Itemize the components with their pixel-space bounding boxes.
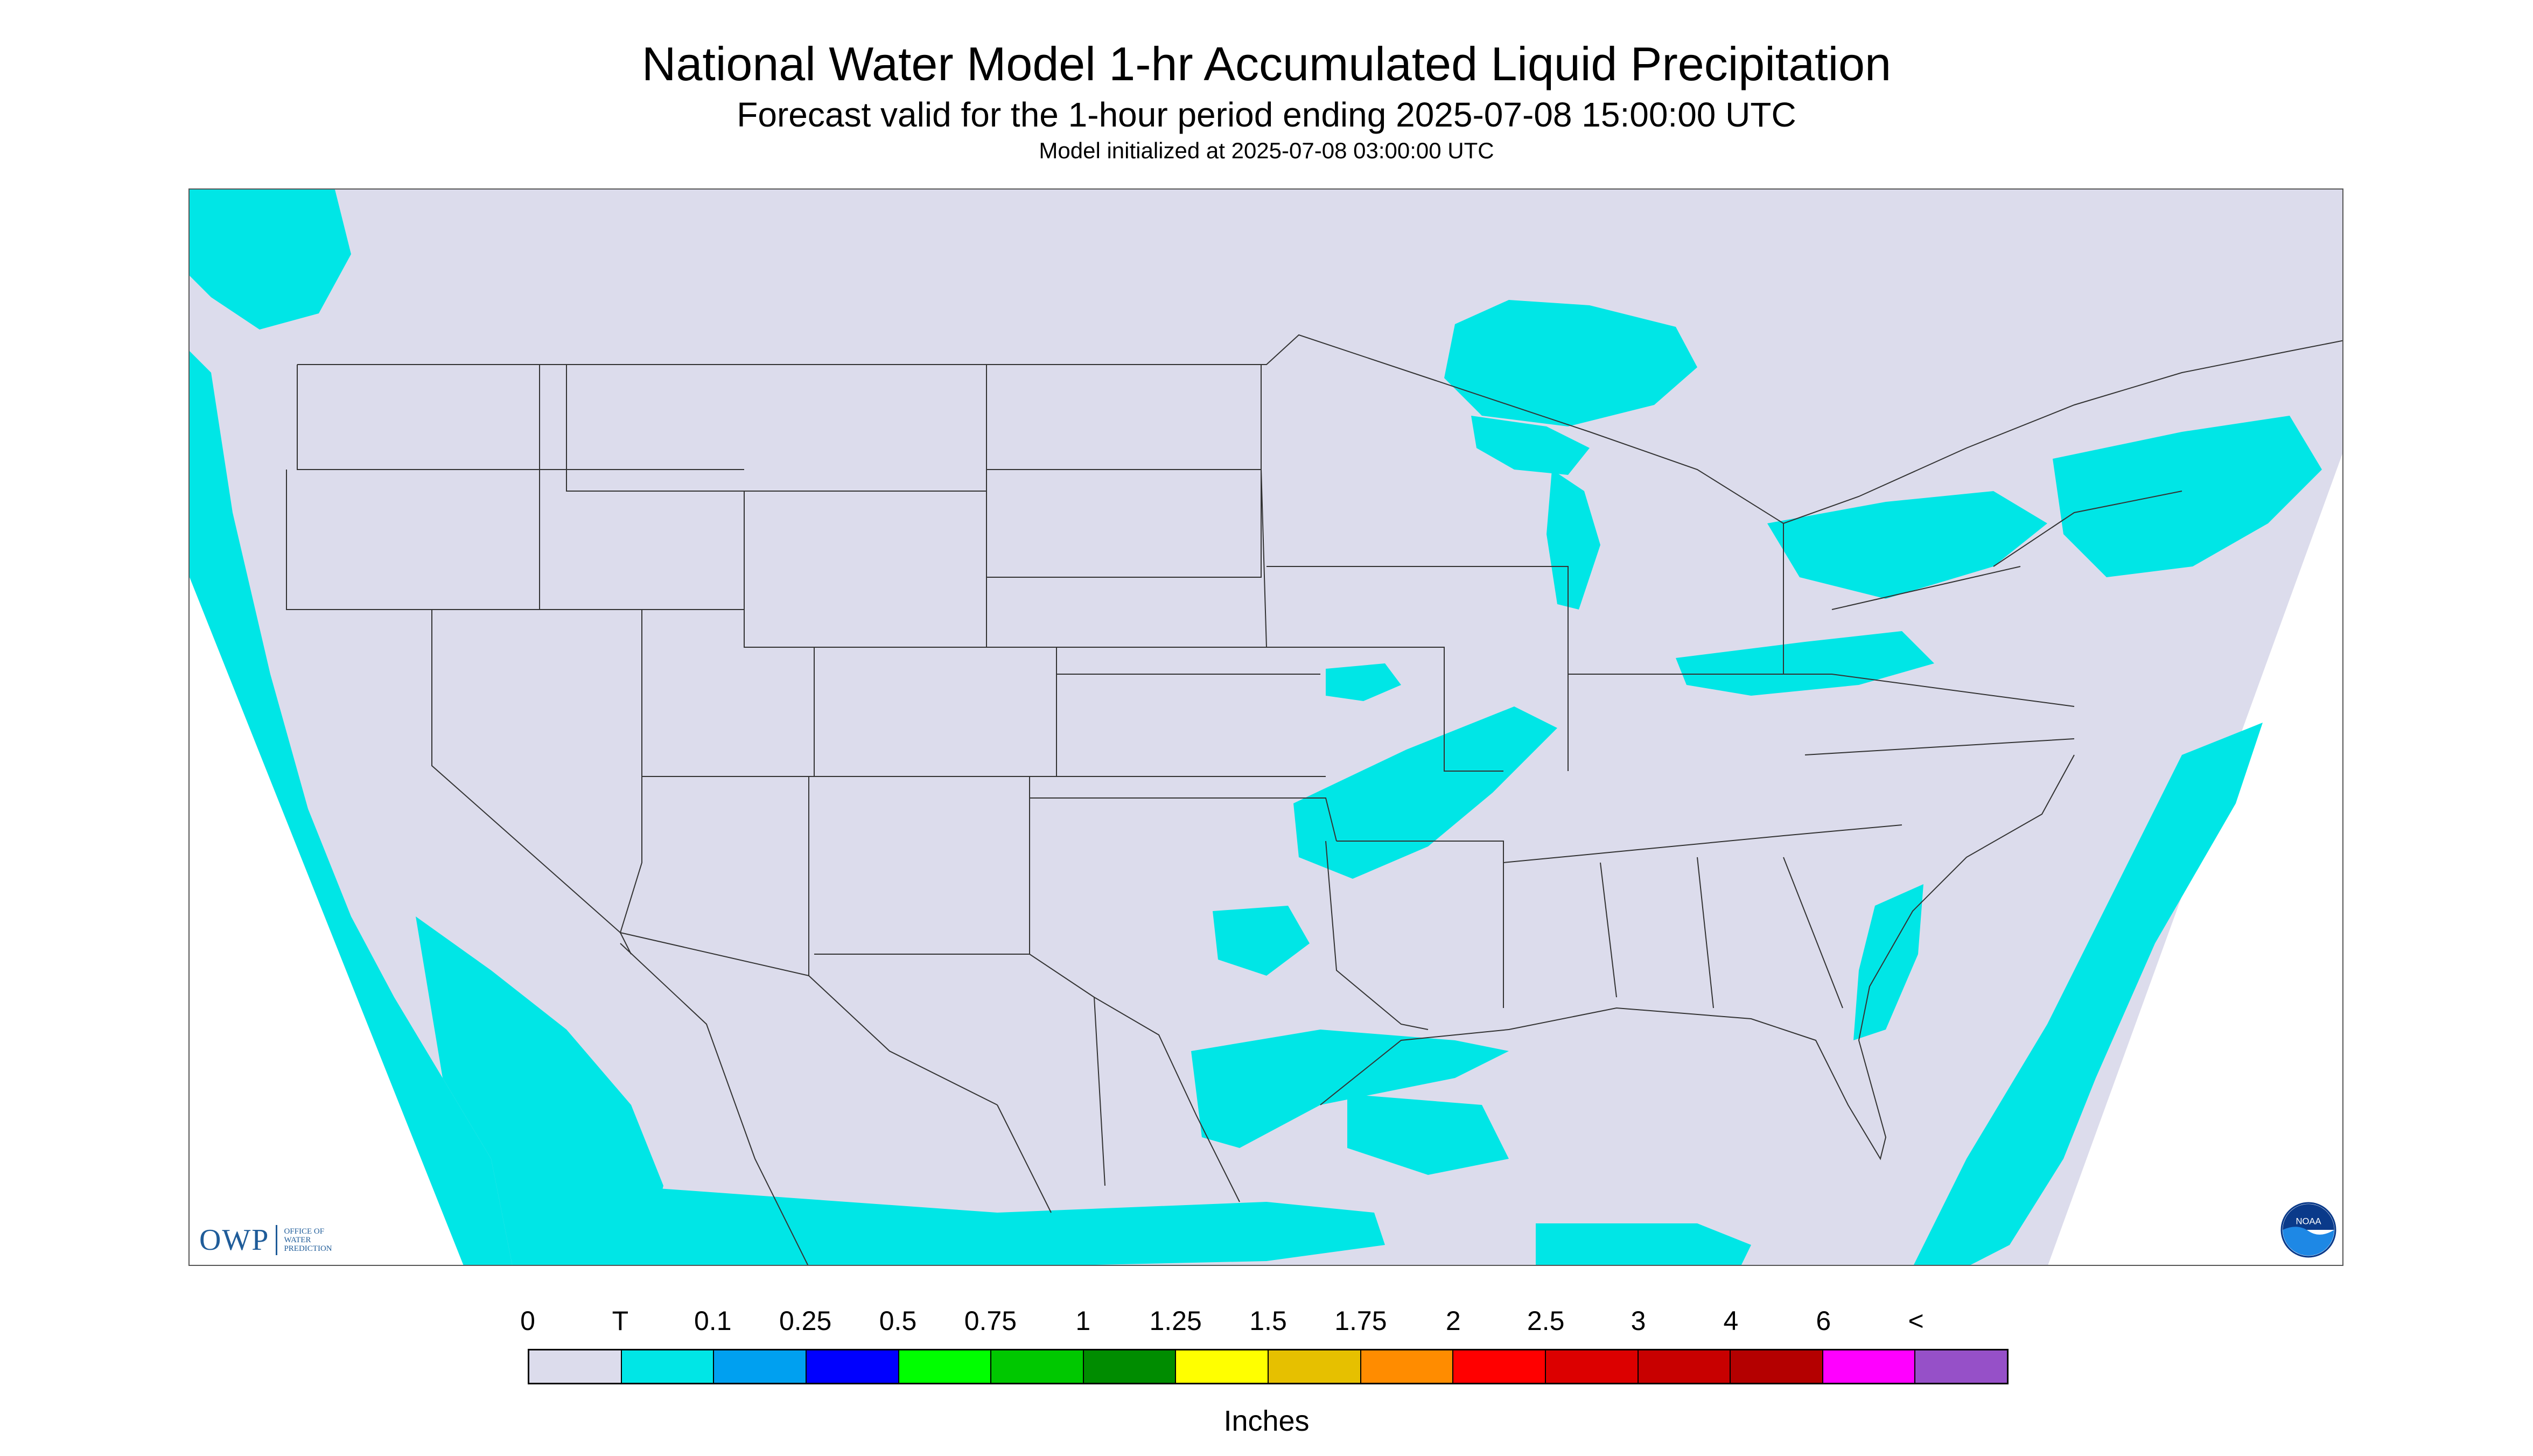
- legend-swatch: [1915, 1350, 2007, 1383]
- east-coast-borders: [1568, 491, 2182, 755]
- owp-logo: OWP OFFICE OF WATER PREDICTION: [199, 1221, 332, 1259]
- legend-label: 1.5: [1249, 1306, 1287, 1336]
- legend-swatch: [991, 1350, 1084, 1383]
- arizona-border: [619, 776, 809, 977]
- legend-swatch: [1545, 1350, 1639, 1383]
- owp-logo-divider: [276, 1225, 278, 1255]
- precip-caribbean: [1536, 1223, 1751, 1265]
- precip-new-england: [2053, 416, 2322, 577]
- legend-label: T: [612, 1306, 629, 1336]
- legend-color-bar: [528, 1349, 2009, 1384]
- precip-upper-midwest: [1471, 416, 1590, 475]
- precip-central-texas: [1213, 906, 1310, 976]
- gulf-coastline: [1320, 754, 2075, 1160]
- midwest-borders: [1261, 469, 1569, 772]
- legend-swatch: [1361, 1350, 1454, 1383]
- legend-swatch: [621, 1350, 715, 1383]
- precip-texas-gulf: [1191, 1030, 1509, 1148]
- legend-label: 0.5: [879, 1306, 917, 1336]
- map-subtitle: Forecast valid for the 1-hour period end…: [737, 95, 1796, 134]
- legend-label: 4: [1723, 1306, 1739, 1336]
- legend-label: 0.75: [964, 1306, 1017, 1336]
- legend-swatch: [529, 1350, 622, 1383]
- legend-label: 1.25: [1149, 1306, 1202, 1336]
- map-canvas: [190, 190, 2342, 1265]
- legend-label: 6: [1816, 1306, 1831, 1336]
- idaho-border: [539, 365, 744, 610]
- precip-mexico-coast: [620, 1186, 1385, 1265]
- legend-units: Inches: [1223, 1405, 1310, 1437]
- precip-baja-offshore: [416, 916, 663, 1265]
- precip-pacific-coast: [190, 351, 513, 1265]
- legend-swatch: [1083, 1350, 1177, 1383]
- mexico-interior-borders: [620, 943, 1105, 1265]
- owp-logo-subtitle: OFFICE OF WATER PREDICTION: [284, 1227, 332, 1253]
- legend-label: 1.75: [1334, 1306, 1387, 1336]
- nebraska-kansas-border: [986, 647, 1326, 777]
- precip-ozarks-band: [1293, 706, 1557, 879]
- legend-swatch: [1638, 1350, 1731, 1383]
- legend-swatch: [1453, 1350, 1546, 1383]
- legend-swatch: [1269, 1350, 1361, 1383]
- oklahoma-texas-border: [1029, 797, 1337, 1202]
- legend-swatch: [1176, 1350, 1269, 1383]
- legend-label: 0: [520, 1306, 535, 1336]
- legend-label: 2.5: [1527, 1306, 1565, 1336]
- dakotas-border: [986, 364, 1262, 578]
- precip-pacific-northwest: [190, 190, 351, 330]
- precip-lake-michigan: [1547, 470, 1600, 610]
- map-title: National Water Model 1-hr Accumulated Li…: [641, 37, 1892, 90]
- legend-label: 0.25: [779, 1306, 832, 1336]
- utah-border: [642, 609, 815, 777]
- legend-label: 2: [1445, 1306, 1461, 1336]
- legend-swatch: [1823, 1350, 1916, 1383]
- precipitation-map: [188, 188, 2343, 1266]
- precip-gulf-cells: [1347, 1094, 1509, 1175]
- legend-label: 1: [1075, 1306, 1091, 1336]
- legend-label: 0.1: [694, 1306, 732, 1336]
- precip-great-lakes-east: [1767, 491, 2047, 599]
- texas-east-border: [1325, 841, 1429, 1030]
- precip-atlantic-band: [1913, 723, 2263, 1265]
- california-border: [286, 609, 632, 955]
- precip-iowa: [1326, 663, 1401, 701]
- model-init-text: Model initialized at 2025-07-08 03:00:00…: [1039, 138, 1494, 163]
- noaa-logo-icon: NOAA: [2280, 1202, 2336, 1258]
- legend-swatch: [806, 1350, 899, 1383]
- legend-swatch: [1731, 1350, 1823, 1383]
- state-boundaries: [286, 334, 2342, 1265]
- south-borders: [1337, 824, 1902, 1009]
- owp-logo-text: OWP: [199, 1223, 270, 1257]
- legend-label: <: [1908, 1306, 1924, 1336]
- model-domain: [190, 190, 2342, 1265]
- noaa-logo-text: NOAA: [2296, 1216, 2321, 1227]
- legend-swatch: [714, 1350, 807, 1383]
- legend-label: 3: [1631, 1306, 1646, 1336]
- montana-border: [566, 365, 987, 492]
- legend-swatch: [899, 1350, 992, 1383]
- precip-lake-superior: [1444, 300, 1697, 426]
